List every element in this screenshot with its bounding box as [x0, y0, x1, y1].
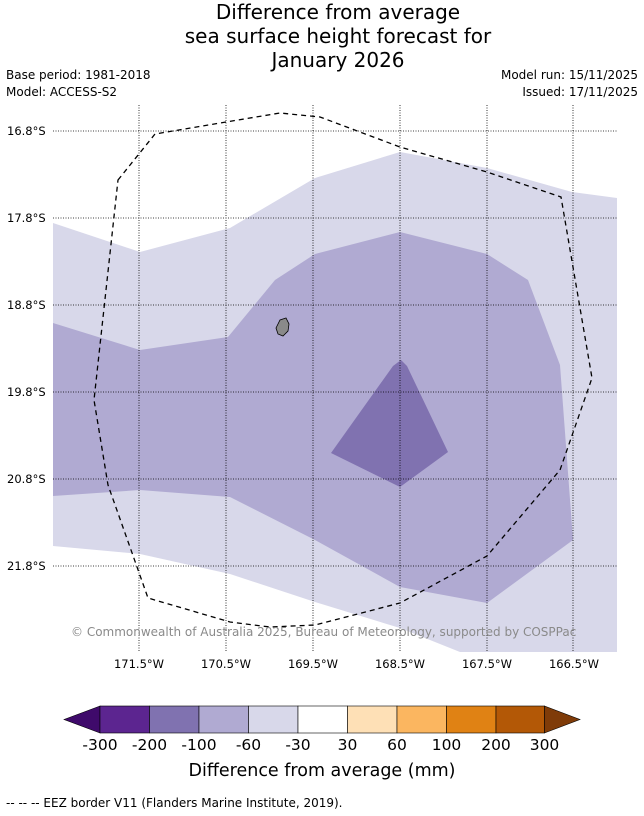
- lat-label: 17.8°S: [7, 211, 46, 225]
- colorbar-segment-1: [99, 705, 150, 734]
- colorbar-tick-label: -100: [181, 736, 217, 754]
- lat-label: 16.8°S: [7, 124, 46, 138]
- colorbar-segment-9: [495, 705, 545, 734]
- title-line-3: January 2026: [271, 48, 405, 72]
- colorbar-segment-8: [446, 705, 497, 734]
- lon-label: 166.5°W: [548, 657, 600, 671]
- colorbar-tick-label: 60: [387, 736, 407, 754]
- colorbar-tick-label: 100: [431, 736, 462, 754]
- colorbar-tick-label: -200: [131, 736, 168, 754]
- colorbar-tick-label: 200: [481, 736, 511, 754]
- contour-band-near-zero-south: [53, 546, 460, 652]
- title-line-2: sea surface height forecast for: [184, 24, 492, 48]
- lat-label: 21.8°S: [7, 559, 46, 573]
- base-period: Base period: 1981-2018: [6, 68, 151, 82]
- copyright-notice: © Commonwealth of Australia 2025, Bureau…: [71, 625, 577, 639]
- issued-date: Issued: 17/11/2025: [522, 85, 638, 99]
- colorbar-tick-label: -60: [235, 736, 262, 754]
- lat-label: 19.8°S: [7, 385, 46, 399]
- colorbar-tick-label: 300: [529, 736, 560, 754]
- model-name: Model: ACCESS-S2: [6, 85, 118, 99]
- colorbar-tick-label: 30: [337, 736, 358, 754]
- colorbar: [63, 705, 581, 734]
- map-title: Difference from average sea surface heig…: [0, 0, 644, 72]
- colorbar-extend-max: [544, 705, 581, 734]
- eez-legend-note: -- -- -- EEZ border V11 (Flanders Marine…: [6, 796, 343, 810]
- meta-left: Base period: 1981-2018 Model: ACCESS-S2: [6, 67, 151, 101]
- title-line-1: Difference from average: [215, 0, 461, 24]
- colorbar-title: Difference from average (mm): [188, 761, 456, 781]
- lon-label: 168.5°W: [374, 657, 426, 671]
- lat-label: 18.8°S: [7, 298, 46, 312]
- model-run: Model run: 15/11/2025: [500, 68, 638, 82]
- colorbar-segment-4: [248, 705, 299, 734]
- colorbar-segment-3: [198, 705, 249, 734]
- lon-label: 167.5°W: [461, 657, 513, 671]
- colorbar-tick-label: -30: [285, 736, 311, 754]
- colorbar-extend-min: [63, 705, 101, 734]
- lon-label: 169.5°W: [287, 657, 339, 671]
- colorbar-segment-5: [297, 705, 348, 734]
- island-niue: [275, 317, 290, 337]
- colorbar-segment-2: [149, 705, 200, 734]
- lat-label: 20.8°S: [7, 472, 46, 486]
- graticule: [53, 105, 617, 652]
- colorbar-segment-7: [396, 705, 447, 734]
- colorbar-tick-label: -300: [82, 736, 118, 754]
- meta-right: Model run: 15/11/2025 Issued: 17/11/2025: [501, 67, 638, 101]
- colorbar-segment-6: [347, 705, 398, 734]
- lon-label: 170.5°W: [200, 657, 252, 671]
- lon-label: 171.5°W: [113, 657, 165, 671]
